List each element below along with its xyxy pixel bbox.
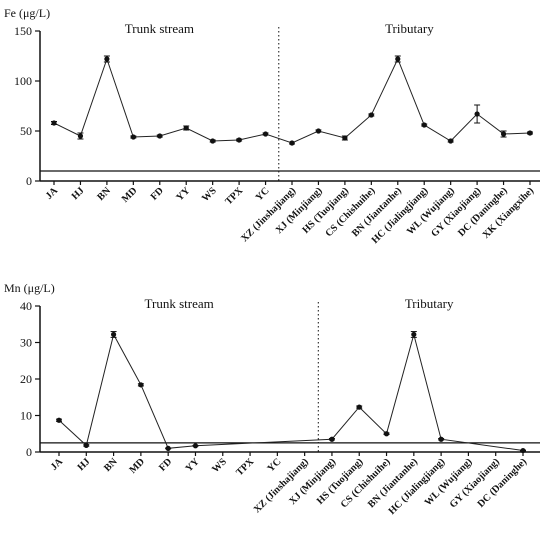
- x-tick-label: JA: [49, 456, 66, 473]
- x-tick-label: HJ: [70, 185, 87, 202]
- x-tick-label: YC: [254, 185, 272, 203]
- data-point: [110, 331, 117, 338]
- y-axis-title: Mn (μg/L): [4, 281, 55, 295]
- series-line: [53, 57, 531, 144]
- data-point: [157, 133, 163, 139]
- data-point: [104, 56, 110, 62]
- data-point: [395, 56, 401, 62]
- x-tick-label: DC (Daninghe): [476, 456, 530, 510]
- data-point: [83, 442, 89, 449]
- x-tick-label: JA: [44, 185, 61, 202]
- data-point: [315, 128, 322, 134]
- section-label-trunk: Trunk stream: [125, 21, 194, 36]
- y-tick-label: 50: [20, 124, 32, 138]
- y-tick-label: 30: [20, 336, 32, 350]
- data-point: [138, 382, 144, 388]
- x-tick-label: YY: [184, 456, 203, 475]
- x-tick-label: FD: [149, 185, 166, 202]
- series-line: [58, 332, 524, 451]
- x-tick-label: TPX: [234, 456, 256, 478]
- y-tick-label: 10: [20, 409, 32, 423]
- data-point: [165, 445, 171, 451]
- y-tick-label: 100: [14, 74, 32, 88]
- data-point: [527, 130, 533, 136]
- x-tick-label: HJ: [76, 456, 93, 473]
- data-point: [51, 120, 57, 126]
- section-label-trunk: Trunk stream: [145, 296, 214, 311]
- data-point: [342, 135, 348, 141]
- x-tick-label: MD: [120, 185, 140, 205]
- data-point: [421, 122, 427, 128]
- data-point: [368, 112, 374, 118]
- data-point: [77, 133, 84, 139]
- x-tick-label: YC: [265, 456, 283, 474]
- data-point: [520, 447, 526, 454]
- y-tick-label: 20: [20, 372, 32, 386]
- x-tick-label: TPX: [223, 185, 245, 207]
- x-tick-label: WS: [210, 456, 229, 475]
- x-tick-label: YY: [174, 185, 193, 204]
- y-tick-label: 0: [26, 445, 32, 459]
- y-axis-title: Fe (μg/L): [4, 6, 50, 20]
- data-point: [383, 431, 390, 437]
- x-tick-label: BN: [102, 456, 120, 474]
- x-tick-label: MD: [127, 456, 147, 476]
- data-point: [500, 131, 507, 137]
- section-label-tributary: Tributary: [385, 21, 434, 36]
- data-point: [289, 140, 295, 146]
- data-point: [438, 436, 444, 442]
- data-point: [411, 331, 417, 338]
- section-label-tributary: Tributary: [405, 296, 454, 311]
- y-tick-label: 150: [14, 24, 32, 38]
- data-point: [448, 138, 454, 144]
- data-point: [329, 436, 335, 442]
- data-point: [130, 134, 136, 140]
- data-point: [474, 111, 480, 117]
- x-tick-label: WS: [200, 185, 219, 204]
- data-point: [183, 125, 189, 131]
- data-point: [236, 137, 242, 143]
- data-point: [56, 417, 62, 423]
- data-point: [356, 404, 362, 410]
- x-tick-label: FD: [157, 456, 174, 473]
- y-tick-label: 40: [20, 299, 32, 313]
- data-point: [210, 138, 216, 144]
- x-tick-label: BN: [95, 185, 113, 203]
- data-point: [192, 443, 199, 449]
- data-point: [262, 131, 269, 137]
- y-tick-label: 0: [26, 174, 32, 188]
